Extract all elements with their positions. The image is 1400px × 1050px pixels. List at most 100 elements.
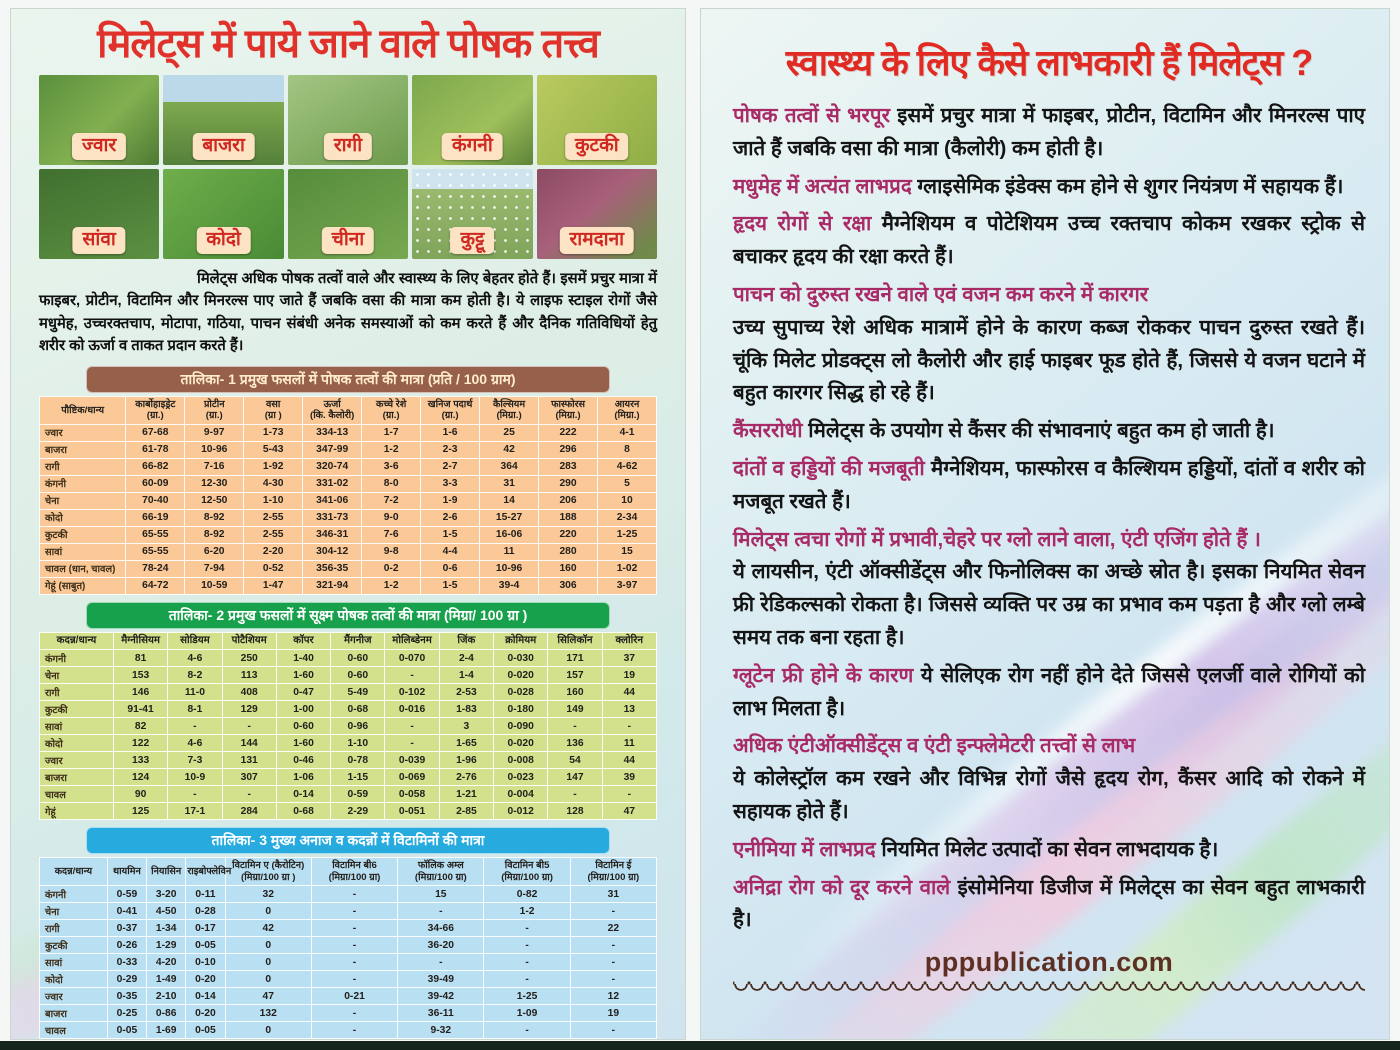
cell: 0-023 [493,768,549,787]
cell: 0-14 [185,987,226,1006]
benefit-lead: पोषक तत्वों से भरपूर [733,104,898,127]
row-label: ज्वार [38,423,127,442]
benefit-lead: दांतों व हड्डियों की मजबूती [733,456,932,480]
cell: 8-2 [167,666,223,685]
cell: 11 [479,542,540,561]
cell: 306 [538,576,599,595]
cell: 36-20 [397,936,485,955]
cell: 0-25 [106,1004,148,1023]
cell: 10-9 [167,768,223,787]
benefit-body: मिलेट्स के उपयोग से कैंसर की संभावनाएं ब… [808,419,1275,443]
table-row: ज्वार 67-68 9-97 1-73 334-13 1-7 1-6 25 222 4-1 [38,423,657,442]
cell: 44 [601,683,658,702]
row-label: सावां [39,717,114,736]
row-label: कुटकी [38,525,127,544]
cell: - [310,970,399,989]
cell: 1-21 [438,785,495,804]
cell: 0-20 [185,1004,226,1023]
cell: 3-20 [146,885,187,904]
table-row: कुटकी 65-55 8-92 2-55 346-31 7-6 1-5 16-06 220 1-… [38,525,657,544]
cell: 0-47 [275,683,332,702]
cell: 2-55 [243,525,304,544]
column-header: नियासिन [146,857,187,887]
cell: - [310,936,399,955]
cell: - [167,785,223,804]
cell: 1-2 [483,902,571,921]
row-label: चावल [39,1021,108,1039]
cell: 320-74 [302,457,363,476]
table-row: ज्वार 133 7-3 131 0-46 0-78 0-039 1-96 0-008 54 44 [39,751,658,770]
cell: 347-99 [302,440,363,459]
cell: 39-49 [397,970,485,989]
cell: - [569,970,658,989]
cell: 1-2 [361,440,422,459]
cell: 131 [221,751,277,770]
cell: 132 [224,1004,312,1023]
cell: 0-012 [493,802,549,821]
cell: 8-0 [361,474,422,493]
cell: 8-92 [184,508,245,527]
cell: 19 [601,666,658,685]
cell: - [310,953,399,972]
cell: 128 [547,802,603,821]
cell: 36-11 [397,1004,485,1023]
cell: 0-68 [330,700,386,719]
millet-photo: सांवा [39,169,160,259]
table-row: गेहूं0-460-150-15640-5730-09-- [39,1038,658,1039]
column-header: फास्फोरस (मिग्रा.) [538,395,599,425]
table3-title: तालिका- 3 मुख्य अनाज व कदन्नों में विटाम… [86,827,610,855]
cell: 250 [221,649,277,668]
cell: 13 [601,700,658,719]
cell: 222 [538,423,599,442]
cell: 0-05 [185,1021,226,1039]
cell: 0-180 [493,700,549,719]
cell: 0-14 [275,785,332,804]
cell: 64 [224,1038,312,1039]
millet-photo-label: कोदो [196,227,251,254]
cell: 188 [538,508,599,527]
cell: - [167,717,223,736]
cell: 0-52 [243,559,304,578]
cell: - [483,970,571,989]
cell: - [569,936,658,955]
row-label: चेना [38,491,127,510]
cell: 0-33 [106,953,148,972]
cell: 408 [221,683,277,702]
table-row: चेना 153 8-2 113 1-60 0-60-1-4 0-020 157 19 [39,666,658,685]
cell: 1-47 [243,576,304,595]
cell: 0-6 [420,559,481,578]
cell: 91-41 [112,700,169,719]
millet-photo-label: कंगनी [442,133,503,160]
cell: 44 [601,751,658,770]
cell: 5-49 [330,683,386,702]
cell: 1-69 [146,1021,187,1039]
table-row: चावल (धान, चावल) 78-24 7-94 0-52 356-35 0-2 0-… [38,559,657,578]
benefit-item: एनीमिया में लाभप्रद नियमित मिलेट उत्पादो… [733,834,1365,867]
benefit-lead: अनिद्रा रोग को दूर करने वाले [733,875,958,899]
cell: 15-27 [479,508,540,527]
cell: 0-05 [106,1021,148,1039]
cell: 42 [224,919,312,938]
benefits-title: स्वास्थ्य के लिए कैसे लाभकारी हैं मिलेट्… [785,42,1314,83]
benefit-item: ग्लूटेन फ्री होने के कारण ये सेलिएक रोग … [733,660,1365,726]
table-row: सावां 0-33 4-20 0-10 0- - - - [39,953,658,972]
benefit-item: अनिद्रा रोग को दूर करने वाले इंसोमेनिया … [733,872,1365,938]
millet-photo-label: कुटकी [564,133,629,160]
cell: 2-20 [243,542,304,561]
column-header: खनिज पदार्थ (ग्रा.) [420,395,481,425]
cell: 47 [601,802,658,821]
cell: 356-35 [302,559,363,578]
cell: 1-06 [275,768,332,787]
cell: 296 [538,440,599,459]
cell: 1-65 [438,734,495,753]
cell: 0 [224,1021,312,1039]
cell: 19 [569,1004,658,1023]
cell: 0-008 [493,751,549,770]
intro-paragraph: मिलेट्स अधिक पोषक तत्वों वाले और स्वास्थ… [39,271,657,355]
benefit-lead: अधिक एंटीऑक्सीडेंट्स व एंटी इन्फ्लेमेटरी… [733,734,1136,758]
table-row: चेना 0-41 4-50 0-28 0- -1-2- [39,902,658,921]
cell: 32 [224,885,312,904]
column-header: प्रोटीन (ग्रा.) [184,395,245,425]
cell: 0-21 [310,987,399,1006]
cell: 144 [221,734,277,753]
